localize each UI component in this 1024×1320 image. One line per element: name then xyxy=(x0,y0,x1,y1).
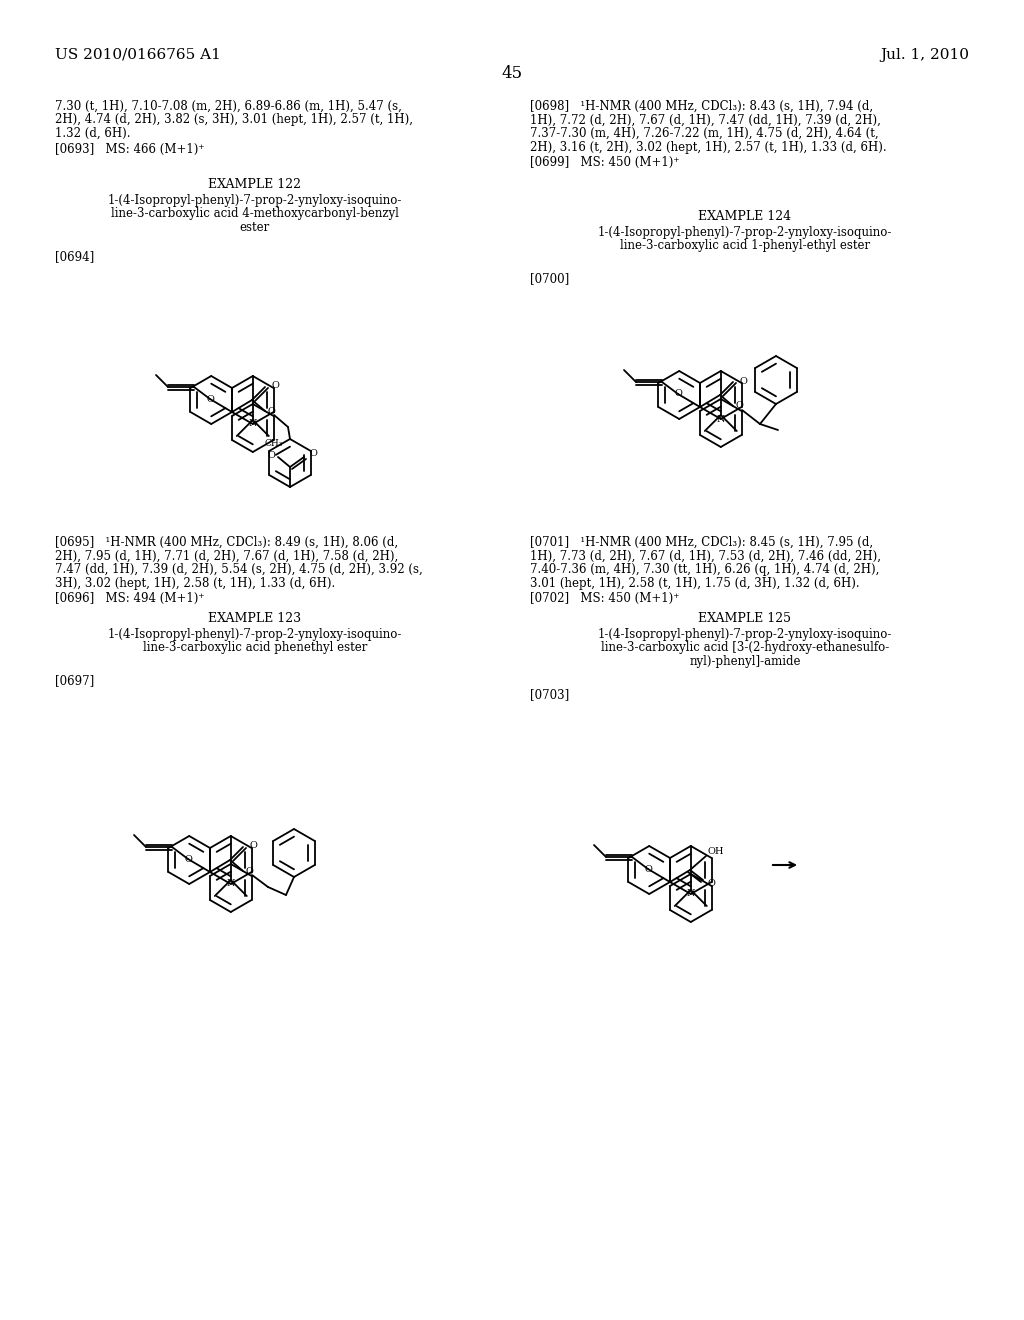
Text: 3.01 (hept, 1H), 2.58 (t, 1H), 1.75 (d, 3H), 1.32 (d, 6H).: 3.01 (hept, 1H), 2.58 (t, 1H), 1.75 (d, … xyxy=(530,577,859,590)
Text: N: N xyxy=(226,879,236,888)
Text: O: O xyxy=(707,879,715,887)
Text: EXAMPLE 123: EXAMPLE 123 xyxy=(209,612,301,624)
Text: 45: 45 xyxy=(502,65,522,82)
Text: line-3-carboxylic acid 1-phenyl-ethyl ester: line-3-carboxylic acid 1-phenyl-ethyl es… xyxy=(620,239,870,252)
Text: N: N xyxy=(717,414,725,424)
Text: 1-(4-Isopropyl-phenyl)-7-prop-2-ynyloxy-isoquino-: 1-(4-Isopropyl-phenyl)-7-prop-2-ynyloxy-… xyxy=(108,194,402,207)
Text: line-3-carboxylic acid 4-methoxycarbonyl-benzyl: line-3-carboxylic acid 4-methoxycarbonyl… xyxy=(111,207,399,220)
Text: O: O xyxy=(739,376,746,385)
Text: 1.32 (d, 6H).: 1.32 (d, 6H). xyxy=(55,127,130,140)
Text: O: O xyxy=(267,407,274,416)
Text: EXAMPLE 125: EXAMPLE 125 xyxy=(698,612,792,624)
Text: [0695]   ¹H-NMR (400 MHz, CDCl₃): 8.49 (s, 1H), 8.06 (d,: [0695] ¹H-NMR (400 MHz, CDCl₃): 8.49 (s,… xyxy=(55,536,398,549)
Text: 1H), 7.73 (d, 2H), 7.67 (d, 1H), 7.53 (d, 2H), 7.46 (dd, 2H),: 1H), 7.73 (d, 2H), 7.67 (d, 1H), 7.53 (d… xyxy=(530,549,881,562)
Text: O: O xyxy=(267,451,275,461)
Text: O: O xyxy=(184,854,191,863)
Text: N: N xyxy=(686,890,695,899)
Text: O: O xyxy=(735,401,742,411)
Text: [0698]   ¹H-NMR (400 MHz, CDCl₃): 8.43 (s, 1H), 7.94 (d,: [0698] ¹H-NMR (400 MHz, CDCl₃): 8.43 (s,… xyxy=(530,100,873,114)
Text: 7.40-7.36 (m, 4H), 7.30 (tt, 1H), 6.26 (q, 1H), 4.74 (d, 2H),: 7.40-7.36 (m, 4H), 7.30 (tt, 1H), 6.26 (… xyxy=(530,564,880,576)
Text: [0702]   MS: 450 (M+1)⁺: [0702] MS: 450 (M+1)⁺ xyxy=(530,591,679,605)
Text: CH₃: CH₃ xyxy=(265,440,284,449)
Text: [0694]: [0694] xyxy=(55,249,94,263)
Text: 7.37-7.30 (m, 4H), 7.26-7.22 (m, 1H), 4.75 (d, 2H), 4.64 (t,: 7.37-7.30 (m, 4H), 7.26-7.22 (m, 1H), 4.… xyxy=(530,127,879,140)
Text: 1H), 7.72 (d, 2H), 7.67 (d, 1H), 7.47 (dd, 1H), 7.39 (d, 2H),: 1H), 7.72 (d, 2H), 7.67 (d, 1H), 7.47 (d… xyxy=(530,114,881,127)
Text: OH: OH xyxy=(708,847,725,857)
Text: ester: ester xyxy=(240,220,270,234)
Text: line-3-carboxylic acid [3-(2-hydroxy-ethanesulfo-: line-3-carboxylic acid [3-(2-hydroxy-eth… xyxy=(601,642,889,655)
Text: 1-(4-Isopropyl-phenyl)-7-prop-2-ynyloxy-isoquino-: 1-(4-Isopropyl-phenyl)-7-prop-2-ynyloxy-… xyxy=(598,628,892,642)
Text: EXAMPLE 124: EXAMPLE 124 xyxy=(698,210,792,223)
Text: [0703]: [0703] xyxy=(530,688,569,701)
Text: [0693]   MS: 466 (M+1)⁺: [0693] MS: 466 (M+1)⁺ xyxy=(55,143,205,156)
Text: 1-(4-Isopropyl-phenyl)-7-prop-2-ynyloxy-isoquino-: 1-(4-Isopropyl-phenyl)-7-prop-2-ynyloxy-… xyxy=(108,628,402,642)
Text: 2H), 7.95 (d, 1H), 7.71 (d, 2H), 7.67 (d, 1H), 7.58 (d, 2H),: 2H), 7.95 (d, 1H), 7.71 (d, 2H), 7.67 (d… xyxy=(55,549,398,562)
Text: US 2010/0166765 A1: US 2010/0166765 A1 xyxy=(55,48,221,62)
Text: line-3-carboxylic acid phenethyl ester: line-3-carboxylic acid phenethyl ester xyxy=(142,642,368,655)
Text: 2H), 4.74 (d, 2H), 3.82 (s, 3H), 3.01 (hept, 1H), 2.57 (t, 1H),: 2H), 4.74 (d, 2H), 3.82 (s, 3H), 3.01 (h… xyxy=(55,114,413,127)
Text: Jul. 1, 2010: Jul. 1, 2010 xyxy=(880,48,969,62)
Text: O: O xyxy=(309,449,316,458)
Text: O: O xyxy=(206,395,214,404)
Text: [0700]: [0700] xyxy=(530,272,569,285)
Text: EXAMPLE 122: EXAMPLE 122 xyxy=(209,178,301,191)
Text: 2H), 3.16 (t, 2H), 3.02 (hept, 1H), 2.57 (t, 1H), 1.33 (d, 6H).: 2H), 3.16 (t, 2H), 3.02 (hept, 1H), 2.57… xyxy=(530,140,887,153)
Text: O: O xyxy=(271,381,279,391)
Text: 7.47 (dd, 1H), 7.39 (d, 2H), 5.54 (s, 2H), 4.75 (d, 2H), 3.92 (s,: 7.47 (dd, 1H), 7.39 (d, 2H), 5.54 (s, 2H… xyxy=(55,564,423,576)
Text: O: O xyxy=(249,842,257,850)
Text: [0697]: [0697] xyxy=(55,675,94,686)
Text: [0701]   ¹H-NMR (400 MHz, CDCl₃): 8.45 (s, 1H), 7.95 (d,: [0701] ¹H-NMR (400 MHz, CDCl₃): 8.45 (s,… xyxy=(530,536,873,549)
Text: [0696]   MS: 494 (M+1)⁺: [0696] MS: 494 (M+1)⁺ xyxy=(55,591,205,605)
Text: 7.30 (t, 1H), 7.10-7.08 (m, 2H), 6.89-6.86 (m, 1H), 5.47 (s,: 7.30 (t, 1H), 7.10-7.08 (m, 2H), 6.89-6.… xyxy=(55,100,401,114)
Text: 1-(4-Isopropyl-phenyl)-7-prop-2-ynyloxy-isoquino-: 1-(4-Isopropyl-phenyl)-7-prop-2-ynyloxy-… xyxy=(598,226,892,239)
Text: [0699]   MS: 450 (M+1)⁺: [0699] MS: 450 (M+1)⁺ xyxy=(530,156,680,169)
Text: O: O xyxy=(644,865,652,874)
Text: N: N xyxy=(249,420,257,429)
Text: O: O xyxy=(245,866,253,875)
Text: nyl)-phenyl]-amide: nyl)-phenyl]-amide xyxy=(689,655,801,668)
Text: 3H), 3.02 (hept, 1H), 2.58 (t, 1H), 1.33 (d, 6H).: 3H), 3.02 (hept, 1H), 2.58 (t, 1H), 1.33… xyxy=(55,577,335,590)
Text: O: O xyxy=(674,389,682,399)
